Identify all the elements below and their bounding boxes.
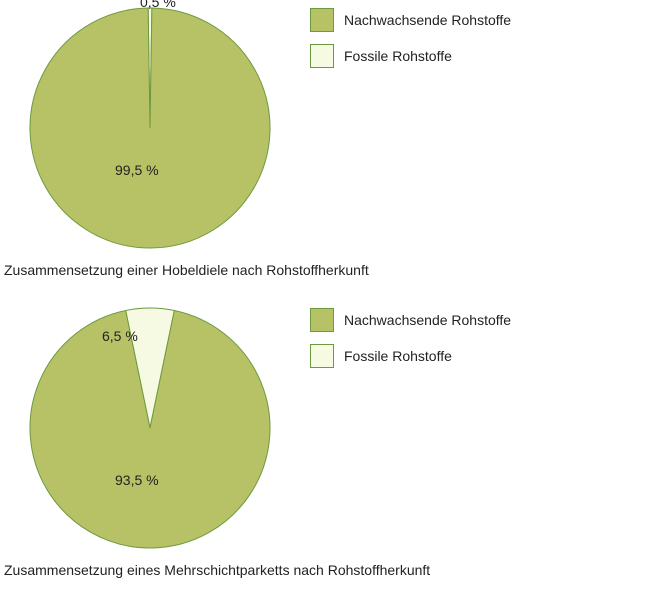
legend-label-renewable: Nachwachsende Rohstoffe	[344, 12, 511, 28]
legend-item-renewable: Nachwachsende Rohstoffe	[310, 308, 511, 332]
chart-caption: Zusammensetzung eines Mehrschichtparkett…	[0, 560, 660, 590]
slice-label-renewable: 93,5 %	[115, 472, 159, 488]
pie-chart	[0, 300, 300, 556]
legend-swatch-fossil	[310, 344, 334, 368]
chart-caption: Zusammensetzung einer Hobeldiele nach Ro…	[0, 260, 660, 290]
legend: Nachwachsende Rohstoffe Fossile Rohstoffe	[300, 0, 511, 80]
pie-wrap: 6,5 % 93,5 %	[0, 300, 300, 560]
legend-item-fossil: Fossile Rohstoffe	[310, 44, 511, 68]
legend-label-fossil: Fossile Rohstoffe	[344, 48, 452, 64]
slice-label-fossil: 6,5 %	[102, 328, 138, 344]
legend-item-fossil: Fossile Rohstoffe	[310, 344, 511, 368]
legend: Nachwachsende Rohstoffe Fossile Rohstoffe	[300, 300, 511, 380]
slice-label-fossil: 0,5 %	[140, 0, 176, 10]
legend-swatch-fossil	[310, 44, 334, 68]
pie-wrap: 0,5 % 99,5 %	[0, 0, 300, 260]
slice-label-renewable: 99,5 %	[115, 162, 159, 178]
chart-row: 0,5 % 99,5 % Nachwachsende Rohstoffe Fossil…	[0, 0, 660, 260]
legend-label-renewable: Nachwachsende Rohstoffe	[344, 312, 511, 328]
legend-swatch-renewable	[310, 8, 334, 32]
legend-item-renewable: Nachwachsende Rohstoffe	[310, 8, 511, 32]
chart-row: 6,5 % 93,5 % Nachwachsende Rohstoffe Fossil…	[0, 300, 660, 560]
legend-label-fossil: Fossile Rohstoffe	[344, 348, 452, 364]
pie-chart	[0, 0, 300, 256]
chart-block-1: 6,5 % 93,5 % Nachwachsende Rohstoffe Fossil…	[0, 300, 660, 590]
legend-swatch-renewable	[310, 308, 334, 332]
chart-block-0: 0,5 % 99,5 % Nachwachsende Rohstoffe Fossil…	[0, 0, 660, 290]
